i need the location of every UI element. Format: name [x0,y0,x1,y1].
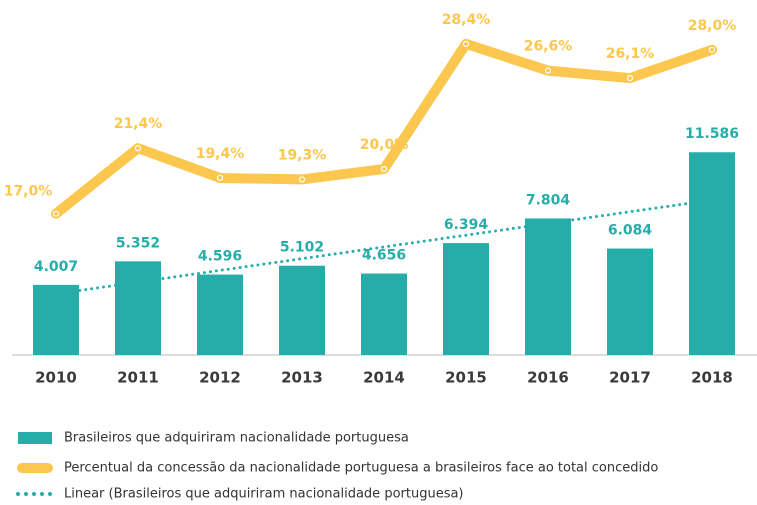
line-value-label: 28,0% [688,18,737,34]
bar-value-label: 5.102 [280,240,324,256]
x-tick-label: 2011 [117,369,159,387]
line-point [380,165,388,173]
bar-value-label: 4.596 [198,249,242,265]
bar-value-label: 4.656 [362,248,406,264]
line-point [52,210,60,217]
legend-swatch [18,432,52,444]
line-value-label: 19,4% [196,146,245,162]
bar-value-label: 7.804 [526,192,571,208]
bar [197,274,243,355]
line-point [298,176,306,183]
line-point [216,174,224,182]
line-value-label: 21,4% [114,116,163,132]
x-tick-label: 2013 [281,369,323,387]
bar [115,261,161,355]
bar-value-label: 6.084 [608,223,653,239]
bar-value-label: 11.586 [685,126,739,142]
x-tick-label: 2015 [445,369,487,387]
bar [607,248,653,355]
x-tick-label: 2012 [199,369,241,387]
bar-value-label: 5.352 [116,235,160,251]
bar [525,218,571,355]
line-point [462,40,470,47]
line-point [708,46,716,53]
bar [689,152,735,355]
bar-value-label: 6.394 [444,217,489,233]
line-value-label: 28,4% [442,12,491,28]
bar [443,243,489,355]
line-point [134,145,142,152]
line-point [544,67,552,74]
bar [361,273,407,355]
line-value-label: 19,3% [278,147,327,163]
line-value-label: 20,0% [360,137,409,153]
x-tick-label: 2014 [363,369,405,387]
line-value-label: 26,1% [606,46,655,62]
legend-label: Percentual da concessão da nacionalidade… [64,461,658,476]
bar [279,265,325,355]
bar [33,284,79,355]
x-tick-label: 2016 [527,369,569,387]
legend-label: Linear (Brasileiros que adquiriram nacio… [64,487,464,502]
x-tick-label: 2010 [35,369,77,387]
x-tick-label: 2018 [691,369,733,387]
line-value-label: 17,0% [4,184,53,200]
bar-value-label: 4.007 [34,259,78,275]
line-point [626,75,634,82]
legend-label: Brasileiros que adquiriram nacionalidade… [64,431,409,446]
line-value-label: 26,6% [524,39,573,55]
trend-line [54,198,714,296]
x-tick-label: 2017 [609,369,651,387]
